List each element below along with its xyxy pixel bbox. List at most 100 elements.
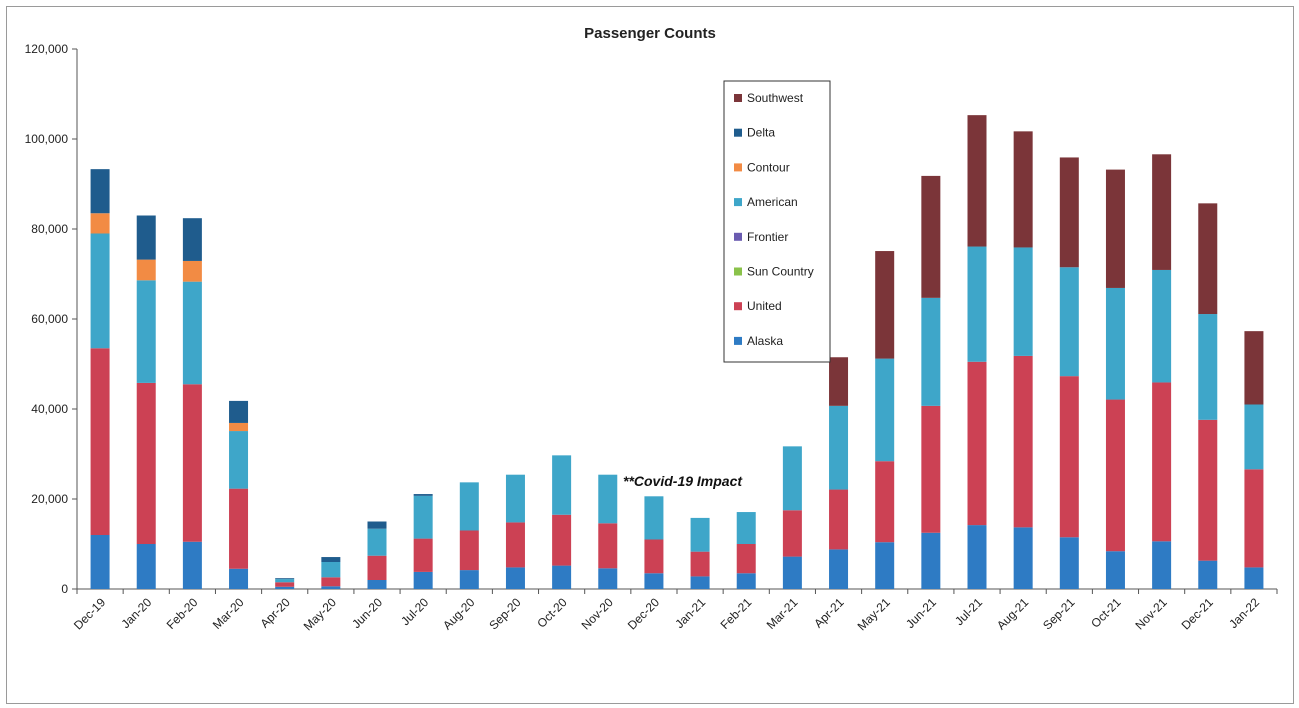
bar-segment bbox=[275, 579, 295, 583]
y-tick-label: 0 bbox=[61, 582, 68, 596]
x-tick-label: Jun-21 bbox=[903, 595, 939, 631]
bar-segment bbox=[229, 431, 249, 489]
bar-segment bbox=[321, 577, 341, 587]
x-tick-label: Aug-20 bbox=[440, 595, 477, 632]
bar-segment bbox=[921, 532, 941, 589]
bar-segment bbox=[1244, 469, 1264, 568]
x-tick-label: Sep-21 bbox=[1040, 595, 1077, 632]
legend-swatch bbox=[734, 128, 742, 137]
bar-segment bbox=[552, 514, 572, 566]
bar-segment bbox=[1244, 331, 1264, 405]
bar-segment bbox=[367, 555, 387, 580]
bar-segment bbox=[1013, 527, 1033, 589]
y-tick-label: 20,000 bbox=[31, 492, 68, 506]
bar-segment bbox=[1059, 157, 1079, 268]
bar-segment bbox=[1152, 269, 1172, 383]
bar-segment bbox=[1152, 154, 1172, 270]
chart-frame: Passenger Counts 0 20,000 40,000 60,000 80,0… bbox=[6, 6, 1294, 704]
bar-segment bbox=[1198, 419, 1218, 561]
bar-segment bbox=[1244, 404, 1264, 470]
bar-segment bbox=[644, 539, 664, 574]
bar-segment bbox=[1244, 567, 1264, 589]
x-tick-label: May-21 bbox=[855, 595, 893, 633]
bar-segment bbox=[875, 251, 895, 359]
x-tick-label: Jan-21 bbox=[672, 595, 708, 631]
bar-segment bbox=[459, 482, 479, 531]
bar-segment bbox=[136, 382, 156, 544]
bar-segment bbox=[921, 175, 941, 298]
bar-segment bbox=[967, 246, 987, 362]
bar-segment bbox=[459, 530, 479, 571]
bar-segment bbox=[736, 512, 756, 544]
y-tick-label: 60,000 bbox=[31, 312, 68, 326]
bar-segment bbox=[136, 280, 156, 383]
bar-segment bbox=[90, 348, 110, 535]
bar-segment bbox=[182, 384, 202, 542]
bar-segment bbox=[182, 281, 202, 385]
bar-segment bbox=[552, 455, 572, 515]
bar-segment bbox=[182, 260, 202, 282]
legend-entry: Alaska bbox=[747, 334, 783, 348]
bar-segment bbox=[275, 582, 295, 587]
x-tick-label: Jan-20 bbox=[118, 595, 154, 631]
bar-segment bbox=[552, 565, 572, 589]
bar-segment bbox=[967, 361, 987, 526]
passenger-counts-chart: Passenger Counts 0 20,000 40,000 60,000 80,0… bbox=[25, 25, 1278, 633]
bar-segment bbox=[367, 521, 387, 529]
bar-segment bbox=[367, 528, 387, 556]
x-tick-label: Nov-20 bbox=[579, 595, 616, 632]
legend-swatch bbox=[734, 336, 742, 345]
bar-segment bbox=[598, 474, 618, 524]
legend-swatch bbox=[734, 232, 742, 241]
x-tick-label: Jul-20 bbox=[398, 595, 431, 628]
bar-segment bbox=[413, 494, 433, 496]
bar-segment bbox=[182, 541, 202, 589]
bar-segment bbox=[690, 576, 710, 589]
legend-entry: United bbox=[747, 299, 782, 313]
bar-segment bbox=[829, 549, 849, 589]
bar-segment bbox=[1105, 551, 1125, 589]
bar-segment bbox=[1013, 355, 1033, 528]
bar-segment bbox=[644, 573, 664, 589]
bars bbox=[90, 115, 1264, 589]
y-tick-label: 40,000 bbox=[31, 402, 68, 416]
x-tick-label: Aug-21 bbox=[994, 595, 1031, 632]
bar-segment bbox=[136, 259, 156, 281]
legend-entry: Southwest bbox=[747, 91, 804, 105]
x-tick-label: Dec-19 bbox=[71, 595, 108, 632]
bar-segment bbox=[90, 213, 110, 234]
bar-segment bbox=[90, 233, 110, 349]
bar-segment bbox=[1198, 314, 1218, 420]
bar-segment bbox=[1059, 376, 1079, 538]
bar-segment bbox=[829, 489, 849, 550]
legend-swatch bbox=[734, 198, 742, 207]
bar-segment bbox=[229, 400, 249, 423]
x-tick-label: Jul-21 bbox=[952, 595, 985, 628]
bar-segment bbox=[459, 570, 479, 589]
bar-segment bbox=[182, 218, 202, 261]
x-tick-label: Mar-20 bbox=[210, 595, 247, 632]
x-axis: Dec-19 Jan-20 Feb-20 Mar-20 Apr-20 May-20 Jun-… bbox=[71, 588, 1278, 633]
legend-entry: American bbox=[747, 195, 798, 209]
bar-segment bbox=[229, 568, 249, 589]
x-tick-label: Feb-20 bbox=[164, 595, 201, 632]
bar-segment bbox=[1105, 169, 1125, 288]
y-tick-label: 100,000 bbox=[25, 132, 69, 146]
bar-segment bbox=[782, 446, 802, 511]
legend-entry: Contour bbox=[747, 160, 790, 174]
bar-segment bbox=[136, 544, 156, 589]
bar-segment bbox=[736, 544, 756, 574]
bar-segment bbox=[690, 517, 710, 552]
chart-title: Passenger Counts bbox=[584, 25, 716, 42]
x-tick-label: Oct-20 bbox=[534, 595, 570, 631]
x-tick-label: Sep-20 bbox=[486, 595, 523, 632]
bar-segment bbox=[782, 510, 802, 557]
x-tick-label: Apr-21 bbox=[811, 595, 847, 631]
legend-swatch bbox=[734, 94, 742, 102]
legend-swatch bbox=[734, 302, 742, 311]
covid-annotation: **Covid-19 Impact bbox=[623, 473, 743, 489]
bar-segment bbox=[321, 562, 341, 578]
bar-segment bbox=[505, 522, 525, 568]
bar-segment bbox=[829, 357, 849, 406]
x-tick-label: Feb-21 bbox=[718, 595, 755, 632]
